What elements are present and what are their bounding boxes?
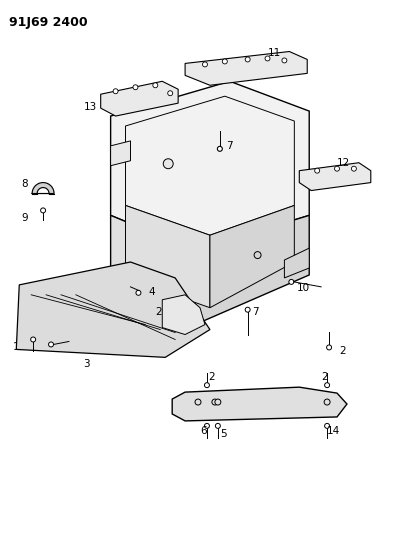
Polygon shape <box>32 183 54 193</box>
Circle shape <box>325 383 330 387</box>
Circle shape <box>163 159 173 168</box>
Text: 8: 8 <box>21 179 28 189</box>
Circle shape <box>203 62 207 67</box>
Text: 7: 7 <box>226 141 232 151</box>
Circle shape <box>327 345 332 350</box>
Polygon shape <box>111 141 131 166</box>
Circle shape <box>205 383 209 387</box>
Circle shape <box>222 59 227 64</box>
Polygon shape <box>285 248 309 278</box>
Text: 7: 7 <box>252 306 258 317</box>
Text: 9: 9 <box>21 213 28 223</box>
Circle shape <box>133 85 138 90</box>
Polygon shape <box>125 96 295 235</box>
Text: 11: 11 <box>267 49 281 59</box>
Text: 5: 5 <box>220 429 226 439</box>
Text: 6: 6 <box>200 426 207 436</box>
Polygon shape <box>210 205 295 308</box>
Circle shape <box>195 399 201 405</box>
Text: 2: 2 <box>321 372 328 382</box>
Polygon shape <box>185 52 307 85</box>
Circle shape <box>351 166 356 171</box>
Text: 91J69 2400: 91J69 2400 <box>9 16 88 29</box>
Polygon shape <box>172 387 347 421</box>
Circle shape <box>31 337 36 342</box>
Text: 2: 2 <box>155 306 162 317</box>
Polygon shape <box>111 215 195 325</box>
Circle shape <box>217 147 222 151</box>
Circle shape <box>41 208 46 213</box>
Circle shape <box>212 399 218 405</box>
Polygon shape <box>299 163 371 190</box>
Text: 10: 10 <box>297 283 310 293</box>
Circle shape <box>136 290 141 295</box>
Text: 3: 3 <box>83 359 90 369</box>
Text: 13: 13 <box>84 102 97 112</box>
Polygon shape <box>101 82 178 116</box>
Circle shape <box>324 399 330 405</box>
Circle shape <box>113 89 118 94</box>
Text: 2: 2 <box>208 372 215 382</box>
Circle shape <box>205 423 209 429</box>
Circle shape <box>215 399 221 405</box>
Circle shape <box>215 423 220 429</box>
Circle shape <box>153 83 158 88</box>
Polygon shape <box>16 262 210 357</box>
Circle shape <box>254 252 261 259</box>
Circle shape <box>245 57 250 62</box>
Circle shape <box>245 307 250 312</box>
Circle shape <box>265 56 270 61</box>
Circle shape <box>325 423 330 429</box>
Circle shape <box>282 58 287 63</box>
Circle shape <box>315 168 320 173</box>
Circle shape <box>49 342 53 347</box>
Text: 2: 2 <box>339 346 345 357</box>
Polygon shape <box>125 205 210 308</box>
Polygon shape <box>195 215 309 325</box>
Circle shape <box>168 91 173 96</box>
Text: 4: 4 <box>148 287 155 297</box>
Text: 1: 1 <box>13 342 19 352</box>
Polygon shape <box>162 295 205 335</box>
Circle shape <box>289 279 294 285</box>
Polygon shape <box>111 82 309 250</box>
Text: 14: 14 <box>327 426 340 436</box>
Circle shape <box>335 166 339 171</box>
Text: 12: 12 <box>337 158 350 168</box>
